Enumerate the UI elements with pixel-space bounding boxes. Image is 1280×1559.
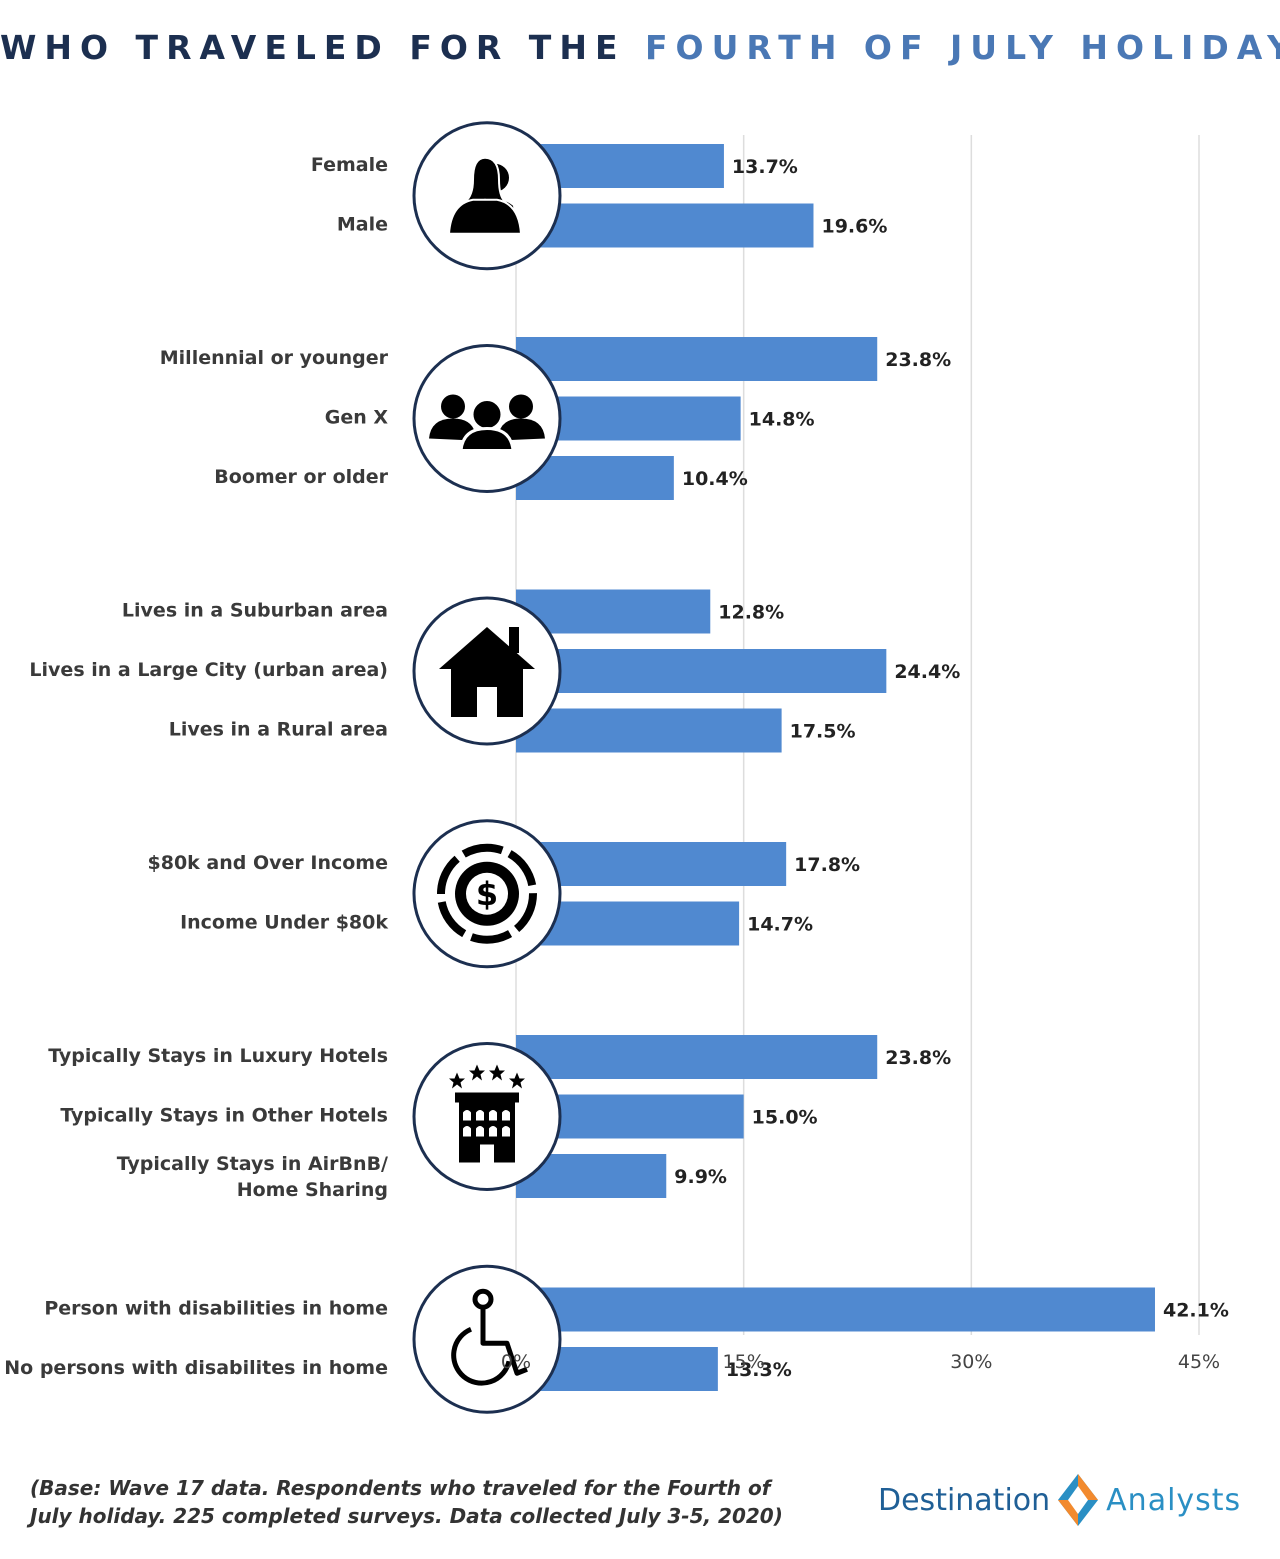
footnote-line2: July holiday. 225 completed surveys. Dat…: [30, 1504, 783, 1528]
bar: [516, 1035, 878, 1079]
bar: [516, 337, 878, 381]
hotel-icon: [412, 1042, 562, 1191]
category-label: Person with disabilities in home: [44, 1298, 388, 1320]
category-label: Lives in a Large City (urban area): [29, 659, 388, 681]
category-label: Typically Stays in AirBnB/: [117, 1153, 388, 1175]
bar: [516, 1287, 1155, 1332]
value-label: 14.8%: [749, 409, 815, 431]
category-label: Income Under $80k: [180, 912, 388, 934]
value-label: 15.0%: [752, 1107, 818, 1129]
dollar-coin-icon: $: [412, 819, 562, 969]
bars: [516, 144, 1155, 1391]
category-label: Gen X: [325, 407, 389, 429]
x-tick-label: 0%: [501, 1351, 531, 1373]
category-label: Lives in a Rural area: [169, 719, 388, 741]
value-label: 42.1%: [1163, 1300, 1229, 1322]
chart-title: WHO TRAVELED FOR THE FOURTH OF JULY HOLI…: [0, 28, 1280, 67]
labels: 13.7% Female 19.6% Male 23.8% Millennial or y…: [4, 154, 1229, 1381]
category-label: Lives in a Suburban area: [122, 600, 388, 622]
value-label: 24.4%: [894, 661, 960, 683]
category-label: Millennial or younger: [160, 347, 389, 369]
value-label: 23.8%: [885, 349, 951, 371]
footnote-line1: (Base: Wave 17 data. Respondents who tra…: [30, 1476, 771, 1500]
title-part2: FOURTH OF JULY HOLIDAY: [644, 28, 1280, 67]
value-label: 13.7%: [732, 156, 798, 178]
logo-word1: Destination: [878, 1482, 1051, 1518]
value-label: 17.8%: [794, 854, 860, 876]
value-label: 19.6%: [821, 216, 887, 238]
wheelchair-icon: [412, 1264, 562, 1414]
value-label: 9.9%: [674, 1166, 727, 1188]
house-icon: [412, 596, 562, 746]
logo-word2: Analysts: [1106, 1482, 1242, 1518]
people-male-female-icon: [412, 121, 562, 271]
bar: [516, 649, 887, 693]
x-tick-label: 45%: [1178, 1351, 1220, 1373]
value-label: 23.8%: [885, 1047, 951, 1069]
category-label: Typically Stays in Other Hotels: [60, 1105, 388, 1127]
x-axis-ticks: 0% 15% 30% 45%: [501, 1351, 1220, 1373]
destination-analysts-logo: Destination Analysts: [878, 1470, 1241, 1530]
category-label: Boomer or older: [214, 466, 388, 488]
category-label: Female: [311, 154, 388, 176]
logo-diamond-icon: [1058, 1474, 1099, 1526]
bar-chart: $ 13.7% Female 19.6% Male 23.8% Millennial or…: [4, 121, 1229, 1414]
footnote: (Base: Wave 17 data. Respondents who tra…: [30, 1474, 790, 1530]
category-label: No persons with disabilites in home: [4, 1357, 388, 1379]
svg-text:$: $: [476, 875, 498, 913]
x-tick-label: 30%: [950, 1351, 992, 1373]
bar: [516, 589, 711, 634]
bar: [516, 203, 814, 248]
value-label: 17.5%: [790, 721, 856, 743]
group-three-people-icon: [412, 344, 562, 493]
bar: [516, 842, 787, 886]
x-tick-label: 15%: [723, 1351, 765, 1373]
title-part1: WHO TRAVELED FOR THE: [0, 28, 626, 67]
value-label: 14.7%: [747, 914, 813, 936]
group-icons: $: [412, 121, 562, 1414]
value-label: 13.3%: [726, 1359, 792, 1381]
category-label: Home Sharing: [237, 1179, 388, 1201]
value-label: 12.8%: [718, 602, 784, 624]
category-label: Typically Stays in Luxury Hotels: [48, 1045, 388, 1067]
category-label: Male: [337, 214, 388, 236]
bar: [516, 708, 782, 753]
value-label: 10.4%: [682, 468, 748, 490]
category-label: $80k and Over Income: [148, 852, 388, 874]
